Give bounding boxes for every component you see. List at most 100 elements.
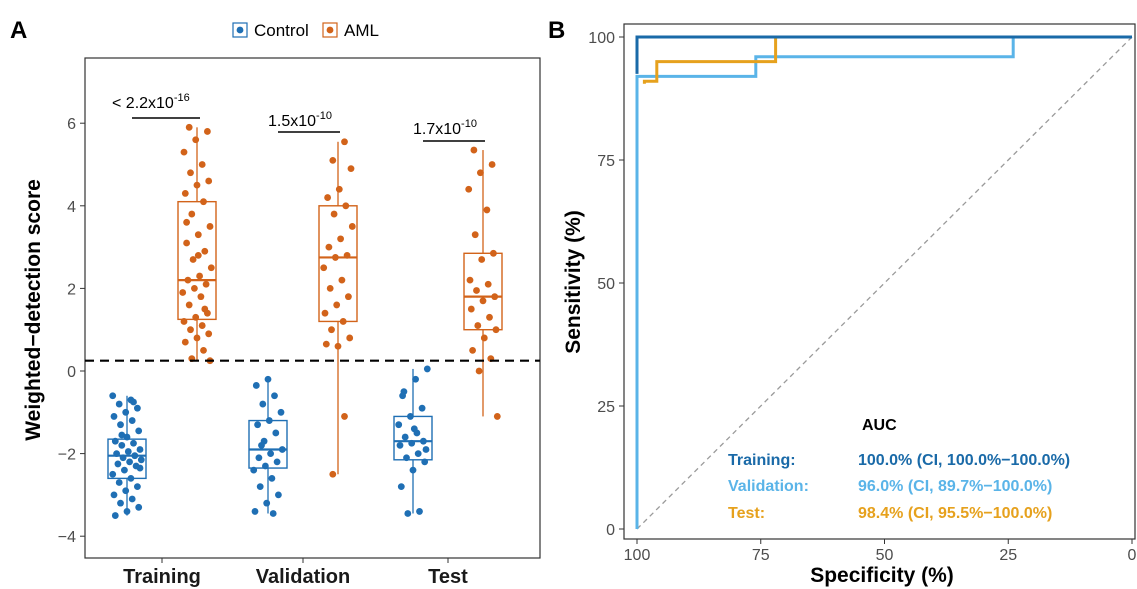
data-point — [189, 256, 197, 263]
data-point — [326, 285, 334, 292]
box-aml — [177, 200, 217, 321]
data-point — [268, 474, 276, 482]
data-point — [193, 181, 201, 189]
data-point — [192, 136, 200, 144]
y-tick-label: −2 — [58, 447, 76, 464]
roc-y-tick-label: 0 — [606, 522, 615, 539]
data-point — [200, 346, 207, 354]
data-point — [470, 146, 478, 154]
data-point — [335, 185, 343, 193]
roc-x-tick-label: 50 — [876, 547, 894, 564]
data-point — [421, 458, 429, 466]
data-point — [196, 272, 204, 280]
panel-a-legend: Control AML — [232, 21, 379, 40]
data-point — [278, 446, 286, 453]
panel-b-plot: 0 25 50 75 100 100 75 50 25 0 — [588, 30, 1136, 564]
data-point — [134, 404, 141, 412]
data-point — [465, 185, 473, 193]
data-point — [188, 210, 196, 218]
roc-y-tick-label: 50 — [597, 276, 615, 293]
data-point — [110, 491, 118, 499]
legend-aml-label: AML — [344, 21, 379, 40]
data-point — [324, 194, 331, 201]
data-point — [467, 305, 475, 313]
auc-row-training-value: 100.0% (CI, 100.0%−100.0%) — [858, 452, 1070, 469]
data-point — [484, 280, 492, 288]
panel-b-xlabel: Specificity (%) — [810, 564, 954, 587]
data-point — [410, 425, 418, 433]
y-tick-label: 0 — [67, 364, 76, 381]
data-point — [490, 249, 497, 257]
data-point — [192, 313, 200, 321]
data-point — [262, 462, 269, 470]
data-point — [343, 251, 351, 259]
data-point — [121, 466, 128, 474]
data-point — [259, 400, 267, 408]
data-point — [272, 429, 280, 437]
auc-row-test-name: Test: — [728, 505, 765, 522]
data-point — [200, 198, 207, 206]
data-point — [184, 276, 192, 284]
data-point — [403, 454, 410, 462]
data-point — [201, 247, 209, 255]
data-point — [478, 256, 486, 263]
data-point — [399, 392, 406, 400]
data-point — [185, 301, 193, 309]
data-point — [347, 165, 355, 173]
data-point — [277, 408, 285, 416]
data-point — [123, 508, 131, 515]
data-point — [339, 318, 347, 325]
data-point — [198, 322, 206, 329]
data-point — [396, 441, 404, 449]
data-point — [137, 456, 145, 464]
data-point — [207, 264, 215, 272]
data-point — [114, 460, 122, 468]
data-point — [341, 413, 348, 420]
data-point — [194, 231, 202, 239]
panel-b-label: B — [548, 17, 565, 44]
data-point — [329, 470, 337, 478]
data-point — [110, 413, 118, 420]
data-point — [479, 297, 487, 305]
data-point — [180, 148, 188, 156]
data-point — [183, 239, 191, 247]
data-point — [264, 375, 272, 383]
panel-b-frame — [623, 23, 1136, 540]
legend-control-glyph — [232, 22, 248, 38]
data-point — [342, 202, 350, 210]
data-point — [330, 210, 338, 218]
roc-x-tick-label: 0 — [1128, 547, 1137, 564]
data-point — [474, 322, 482, 329]
data-point — [265, 417, 273, 424]
roc-y-tick-label: 75 — [597, 153, 615, 170]
data-point — [338, 276, 346, 284]
data-point — [123, 433, 131, 441]
data-point — [181, 338, 189, 346]
data-point — [201, 305, 209, 313]
data-point — [136, 464, 144, 472]
data-point — [263, 499, 271, 507]
data-point — [341, 138, 348, 146]
data-point — [492, 326, 500, 334]
data-point — [475, 367, 483, 375]
data-point — [117, 421, 124, 429]
auc-row-training-name: Training: — [728, 452, 796, 469]
data-point — [337, 235, 344, 243]
auc-table: AUC Training: 100.0% (CI, 100.0%−100.0%)… — [728, 417, 1070, 522]
data-point — [320, 264, 328, 272]
data-point — [130, 398, 137, 406]
roc-x-tick-label: 25 — [999, 547, 1017, 564]
data-point — [185, 123, 193, 131]
data-point — [204, 128, 211, 135]
data-point — [122, 408, 130, 416]
y-tick-label: −4 — [58, 529, 76, 546]
pvalue-annotations: < 2.2x10-16 1.5x10-10 1.7x10-10 — [112, 92, 477, 138]
box-control — [248, 419, 288, 469]
data-point — [269, 510, 277, 517]
x-tick-label-validation: Validation — [256, 566, 350, 588]
y-tick-label: 6 — [67, 116, 76, 133]
data-point — [181, 190, 189, 197]
data-point — [321, 309, 329, 317]
data-point — [187, 326, 194, 334]
data-point — [193, 334, 201, 342]
